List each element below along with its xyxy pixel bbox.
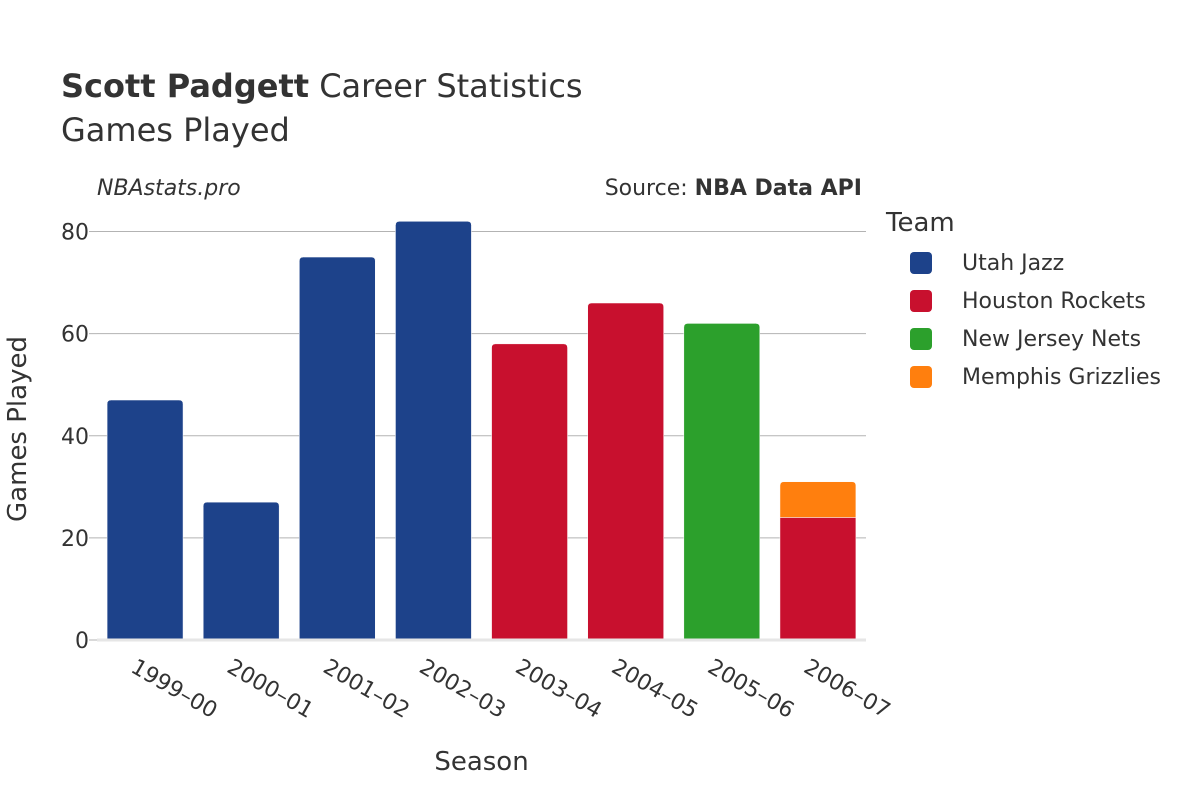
bar-segment[interactable] [106, 399, 184, 641]
legend-label: Utah Jazz [962, 250, 1065, 276]
bar-segment[interactable] [299, 256, 376, 641]
title-line: Scott Padgett Career Statistics [61, 64, 583, 108]
source-prefix: Source: [604, 176, 695, 201]
legend: Team Utah Jazz Houston Rockets New Jersey … [886, 208, 1161, 396]
chart-subtitle: Games Played [61, 111, 290, 149]
watermark: NBAstats.pro [97, 176, 241, 201]
legend-title: Team [886, 208, 955, 238]
y-tick-label: 20 [61, 527, 89, 552]
legend-swatch [910, 366, 932, 388]
legend-label: Memphis Grizzlies [962, 364, 1161, 390]
y-axis-title: Games Played [3, 336, 33, 522]
legend-item[interactable]: New Jersey Nets [886, 320, 1161, 358]
bar-segment[interactable] [491, 343, 568, 641]
legend-swatch [910, 252, 932, 274]
y-tick-label: 40 [61, 425, 89, 450]
y-tick-label: 0 [75, 629, 89, 654]
x-tick-label: 2003–04 [511, 655, 606, 724]
bar-segment[interactable] [779, 517, 857, 641]
source-credit: Source: NBA Data API [605, 176, 862, 201]
source-name: NBA Data API [694, 176, 862, 201]
bars [106, 221, 857, 641]
legend-items: Utah Jazz Houston Rockets New Jersey Nets M… [886, 244, 1161, 396]
legend-label: New Jersey Nets [962, 326, 1142, 352]
x-tick-label: 2002–03 [415, 655, 510, 724]
bar-segment[interactable] [683, 323, 761, 641]
bar-segment[interactable] [202, 501, 280, 641]
bar-segment[interactable] [395, 221, 472, 641]
player-name: Scott Padgett [61, 67, 310, 105]
x-tick-label: 2004–05 [607, 655, 702, 724]
x-axis-title: Season [434, 747, 528, 777]
y-tick-label: 60 [61, 323, 89, 348]
x-tick-label: 2000–01 [223, 655, 318, 724]
legend-swatch [910, 328, 932, 350]
chart-title: Scott Padgett Career Statistics Games Pl… [61, 64, 583, 152]
bar-segment[interactable] [587, 302, 664, 641]
y-tick-label: 80 [61, 221, 89, 246]
legend-item[interactable]: Utah Jazz [886, 244, 1161, 282]
legend-item[interactable]: Memphis Grizzlies [886, 358, 1161, 396]
x-tick-label: 2001–02 [319, 655, 414, 724]
bar-segment[interactable] [779, 481, 857, 518]
x-tick-label: 2006–07 [799, 655, 894, 724]
title-rest: Career Statistics [309, 67, 583, 105]
legend-label: Houston Rockets [962, 288, 1146, 314]
x-tick-label: 2005–06 [703, 655, 798, 724]
legend-item[interactable]: Houston Rockets [886, 282, 1161, 320]
x-tick-label: 1999–00 [126, 655, 221, 724]
legend-swatch [910, 290, 932, 312]
